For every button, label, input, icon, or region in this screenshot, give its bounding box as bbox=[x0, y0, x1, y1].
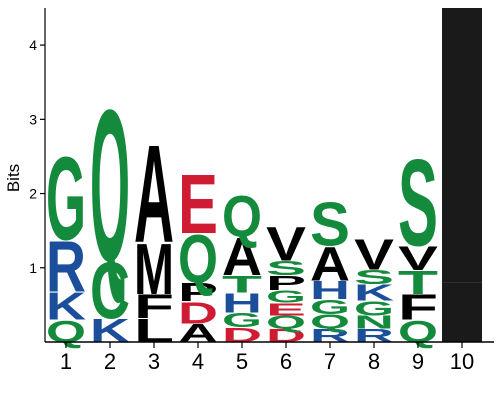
logo-letter-V: V bbox=[354, 231, 394, 279]
x-tick-label: 1 bbox=[60, 349, 72, 374]
x-tick-label: 3 bbox=[148, 349, 160, 374]
logo-letter-A: A bbox=[134, 117, 174, 272]
logo-letter-M: M bbox=[134, 229, 174, 309]
logo-letter-A: A bbox=[310, 238, 350, 292]
logo-letter-A: A bbox=[222, 227, 262, 287]
logo-letter-C: C bbox=[90, 245, 130, 336]
logo-letter-E: E bbox=[266, 300, 306, 319]
logo-letter-V: V bbox=[398, 240, 439, 278]
logo-letter-P: P bbox=[266, 271, 306, 294]
x-tick-label: 10 bbox=[450, 349, 474, 374]
y-axis-label: Bits bbox=[4, 164, 23, 192]
x-axis: 1 2 3 4 5 6 7 8 9 10 bbox=[45, 341, 494, 374]
logo-letter-H: H bbox=[310, 276, 350, 305]
logo-letter-Q: Q bbox=[222, 183, 262, 249]
logo-letter-R: R bbox=[310, 325, 350, 346]
logo-letter-F: F bbox=[134, 288, 174, 326]
logo-letter-Q: Q bbox=[266, 312, 306, 333]
logo-letter-G: G bbox=[222, 309, 262, 332]
logo-letter-R: R bbox=[354, 325, 394, 346]
logo-letter-G: G bbox=[354, 297, 394, 320]
logo-letter-D: D bbox=[178, 295, 218, 330]
logo-letter-K: K bbox=[46, 285, 86, 328]
y-axis: 1 2 3 4 bbox=[29, 8, 46, 342]
logo-letter-Q: Q bbox=[178, 220, 218, 297]
logo-letter-T: T bbox=[398, 264, 438, 301]
x-tick-label: 4 bbox=[192, 349, 204, 374]
logo-letter-Q: Q bbox=[310, 311, 350, 334]
logo-letter-R: R bbox=[46, 226, 86, 307]
logo-letter-G: G bbox=[310, 296, 350, 319]
logo-letter-Q: Q bbox=[90, 66, 130, 307]
logo-letter-F: F bbox=[398, 288, 438, 328]
x-tick-label: 6 bbox=[280, 349, 292, 374]
letter-stacks: QKRGKCQLFMAADPQEDGHTAQDQEGPSVRQGHASRNGKS… bbox=[46, 8, 482, 349]
logo-letter-K: K bbox=[354, 280, 395, 305]
logo-letter-S: S bbox=[310, 190, 350, 259]
y-tick-label: 3 bbox=[29, 111, 37, 127]
logo-letter-D: D bbox=[222, 323, 262, 346]
x-tick-label: 8 bbox=[368, 349, 380, 374]
logo-letter-S: S bbox=[354, 265, 394, 288]
logo-letter-S: S bbox=[398, 134, 438, 273]
y-tick-label: 2 bbox=[29, 186, 37, 202]
logo-letter-S: S bbox=[266, 256, 306, 279]
logo-letter-E: E bbox=[178, 157, 218, 252]
x-tick-label: 9 bbox=[412, 349, 424, 374]
x-tick-label: 5 bbox=[236, 349, 248, 374]
logo-letter-D: D bbox=[266, 325, 306, 346]
stack-block bbox=[442, 8, 482, 283]
logo-letter-G: G bbox=[266, 287, 306, 307]
y-tick-label: 4 bbox=[29, 37, 37, 53]
x-tick-label: 2 bbox=[104, 349, 116, 374]
logo-letter-G: G bbox=[46, 133, 86, 265]
stack-block bbox=[442, 282, 482, 342]
logo-letter-V: V bbox=[266, 217, 306, 271]
logo-letter-T: T bbox=[222, 271, 262, 297]
y-tick-label: 1 bbox=[29, 260, 37, 276]
logo-letter-P: P bbox=[178, 278, 218, 307]
logo-letter-H: H bbox=[222, 288, 262, 319]
logo-letter-N: N bbox=[354, 312, 394, 333]
x-tick-label: 7 bbox=[324, 349, 336, 374]
